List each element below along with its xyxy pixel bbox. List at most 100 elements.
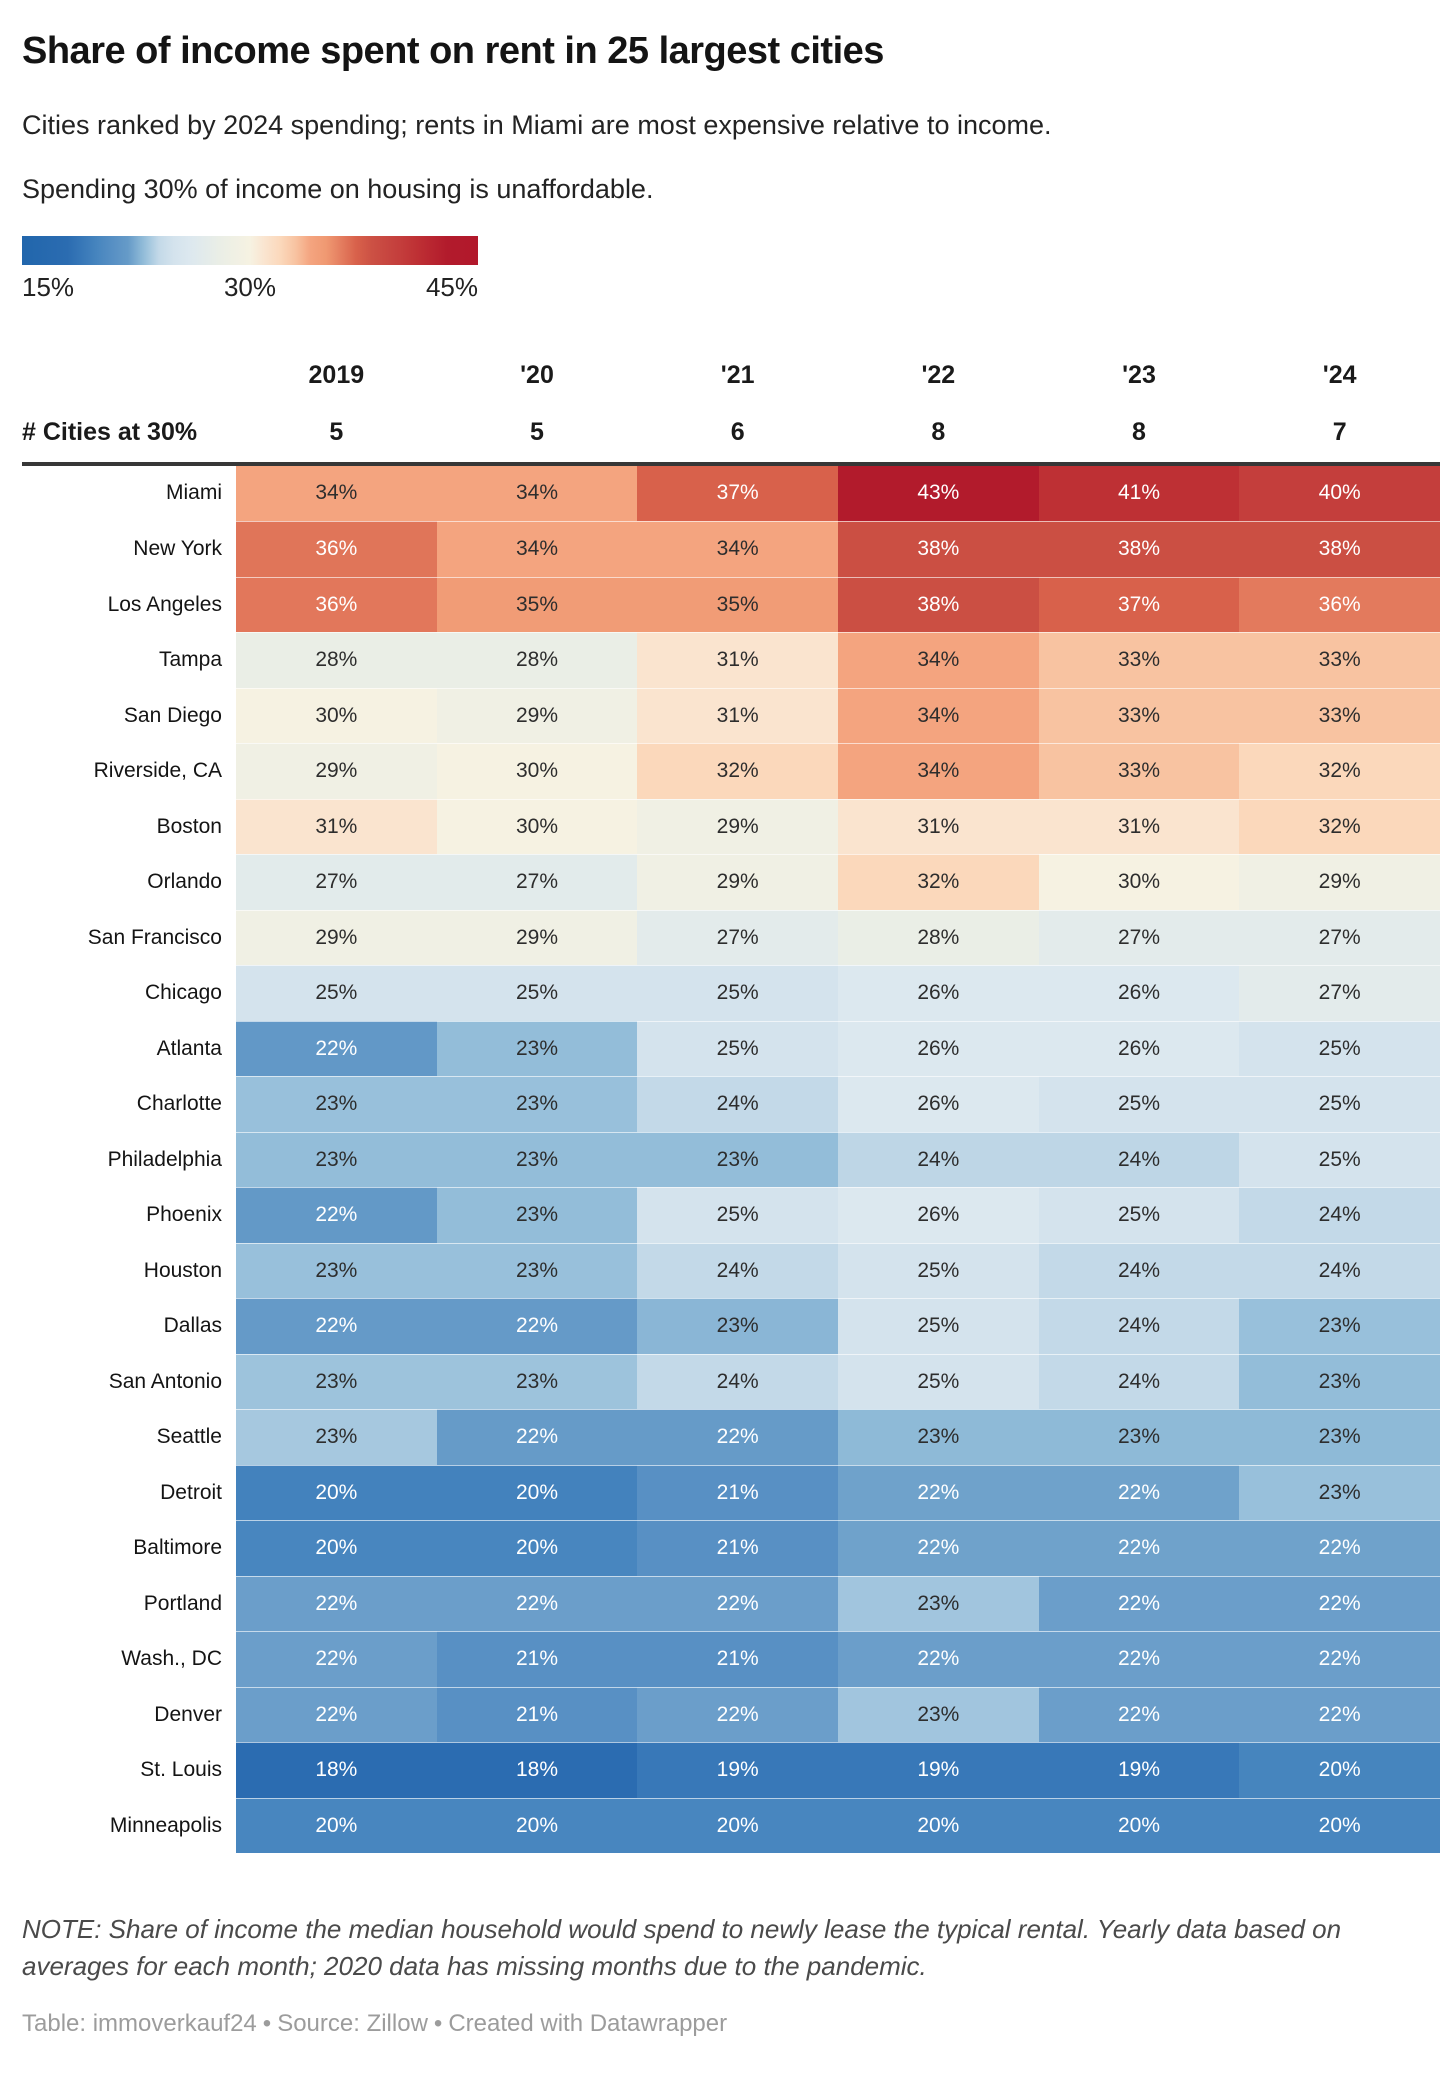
heatmap-cell: 34%: [838, 687, 1039, 744]
cities-count-value: 5: [530, 417, 544, 446]
heatmap-cell: 27%: [1239, 909, 1440, 966]
heatmap-cell: 23%: [236, 1076, 437, 1132]
heatmap-cell: 30%: [1038, 854, 1240, 910]
table-body: Miami 34% 34% 37% 43% 41% 40% New York 36% 34% 34%…: [22, 465, 1440, 1854]
legend-gradient-bar: [22, 235, 478, 265]
table-row: Tampa 28% 28% 31% 34% 33% 33%: [22, 632, 1440, 688]
heatmap-cell: 22%: [838, 1520, 1039, 1576]
heatmap-cell: 31%: [838, 798, 1039, 855]
city-label: Minneapolis: [22, 1797, 236, 1854]
cities-count-value: 8: [1132, 417, 1146, 446]
heatmap-cell: 23%: [838, 1409, 1039, 1465]
cities-count-value: 6: [730, 417, 745, 446]
heatmap-cell: 26%: [838, 1187, 1039, 1243]
heatmap-cell: 29%: [637, 798, 838, 855]
heatmap-cell: 22%: [236, 1298, 437, 1354]
heatmap-cell: 22%: [436, 1409, 638, 1465]
city-label: San Antonio: [22, 1353, 236, 1410]
city-label: Chicago: [22, 965, 236, 1021]
cities-count-value: 7: [1332, 417, 1347, 446]
year-header: '23: [1122, 360, 1156, 389]
heatmap-cell: 22%: [637, 1575, 838, 1632]
heatmap-cell: 23%: [1239, 1409, 1440, 1465]
heatmap-cell: 23%: [1038, 1409, 1240, 1465]
heatmap-cell: 19%: [637, 1742, 838, 1798]
heatmap-cell: 23%: [637, 1131, 838, 1188]
heatmap-cell: 34%: [436, 465, 638, 522]
year-header: 2019: [308, 360, 365, 389]
city-label: Tampa: [22, 632, 236, 688]
heatmap-cell: 32%: [838, 854, 1039, 910]
table-row: Philadelphia 23% 23% 23% 24% 24% 25%: [22, 1131, 1440, 1188]
legend-label-mid: 30%: [223, 271, 277, 302]
city-label: Boston: [22, 798, 236, 855]
heatmap-cell: 25%: [1239, 1131, 1440, 1188]
city-label: Dallas: [22, 1298, 236, 1354]
city-label: Miami: [22, 465, 236, 522]
heatmap-cell: 20%: [1239, 1797, 1440, 1854]
heatmap-cell: 22%: [1239, 1520, 1440, 1576]
table-row: Charlotte 23% 23% 24% 26% 25% 25%: [22, 1076, 1440, 1132]
heatmap-cell: 37%: [1038, 576, 1240, 633]
heatmap-cell: 36%: [1239, 576, 1440, 633]
heatmap-cell: 27%: [436, 854, 638, 910]
heatmap-cell: 22%: [1239, 1686, 1440, 1743]
year-header-spacer: [22, 361, 236, 390]
table-row: Dallas 22% 22% 23% 25% 24% 23%: [22, 1298, 1440, 1354]
heatmap-cell: 25%: [637, 1020, 838, 1077]
heatmap-cell: 24%: [1038, 1242, 1240, 1299]
table-row: San Diego 30% 29% 31% 34% 33% 33%: [22, 687, 1440, 744]
table-row: Orlando 27% 27% 29% 32% 30% 29%: [22, 854, 1440, 910]
heatmap-cell: 23%: [436, 1353, 638, 1410]
heatmap-cell: 22%: [637, 1686, 838, 1743]
heatmap-cell: 22%: [436, 1298, 638, 1354]
heatmap-cell: 33%: [1239, 632, 1440, 688]
heatmap-cell: 24%: [1038, 1131, 1240, 1188]
city-label: Denver: [22, 1686, 236, 1743]
heatmap-cell: 37%: [637, 465, 838, 522]
heatmap-cell: 23%: [436, 1020, 638, 1077]
heatmap-cell: 25%: [1239, 1076, 1440, 1132]
heatmap-cell: 22%: [236, 1686, 437, 1743]
heatmap-cell: 22%: [838, 1631, 1039, 1687]
heatmap-cell: 21%: [436, 1631, 638, 1687]
legend-label-max: 45%: [425, 271, 478, 302]
year-header-row: 2019 '20 '21 '22 '23 '24: [22, 361, 1440, 390]
footer-note: NOTE: Share of income the median househo…: [22, 1914, 1342, 1981]
heatmap-cell: 22%: [1239, 1631, 1440, 1687]
heatmap-cell: 38%: [838, 521, 1039, 577]
table-row: Phoenix 22% 23% 25% 26% 25% 24%: [22, 1187, 1440, 1243]
heatmap-cell: 30%: [236, 687, 437, 744]
heatmap-cell: 31%: [236, 798, 437, 855]
heatmap-cell: 23%: [236, 1409, 437, 1465]
heatmap-cell: 25%: [236, 965, 437, 1021]
heatmap-cell: 20%: [436, 1797, 638, 1854]
city-label: Atlanta: [22, 1020, 236, 1077]
heatmap-cell: 38%: [1038, 521, 1240, 577]
table-row: Riverside, CA 29% 30% 32% 34% 33% 32%: [22, 743, 1440, 799]
year-header: '24: [1322, 360, 1357, 389]
table-row: Wash., DC 22% 21% 21% 22% 22% 22%: [22, 1631, 1440, 1687]
heatmap-cell: 20%: [236, 1520, 437, 1576]
table-row: Detroit 20% 20% 21% 22% 22% 23%: [22, 1464, 1440, 1521]
heatmap-cell: 33%: [1239, 687, 1440, 744]
city-label: Portland: [22, 1575, 236, 1632]
cities-count-value: 5: [329, 417, 344, 446]
heatmap-cell: 26%: [838, 1020, 1039, 1077]
heatmap-cell: 23%: [1239, 1464, 1440, 1521]
table-row: Los Angeles 36% 35% 35% 38% 37% 36%: [22, 576, 1440, 633]
heatmap-cell: 23%: [637, 1298, 838, 1354]
city-label: Wash., DC: [22, 1631, 236, 1687]
year-header: '21: [720, 360, 755, 389]
heatmap-cell: 34%: [838, 743, 1039, 799]
heatmap-cell: 34%: [236, 465, 437, 522]
heatmap-cell: 29%: [236, 743, 437, 799]
heatmap-cell: 20%: [838, 1797, 1039, 1854]
heatmap-cell: 23%: [838, 1575, 1039, 1632]
heatmap-cell: 24%: [1239, 1242, 1440, 1299]
heatmap-cell: 24%: [637, 1076, 838, 1132]
heatmap-cell: 23%: [1239, 1298, 1440, 1354]
city-label: San Diego: [22, 687, 236, 744]
heatmap-cell: 31%: [637, 687, 838, 744]
heatmap-cell: 32%: [1239, 743, 1440, 799]
